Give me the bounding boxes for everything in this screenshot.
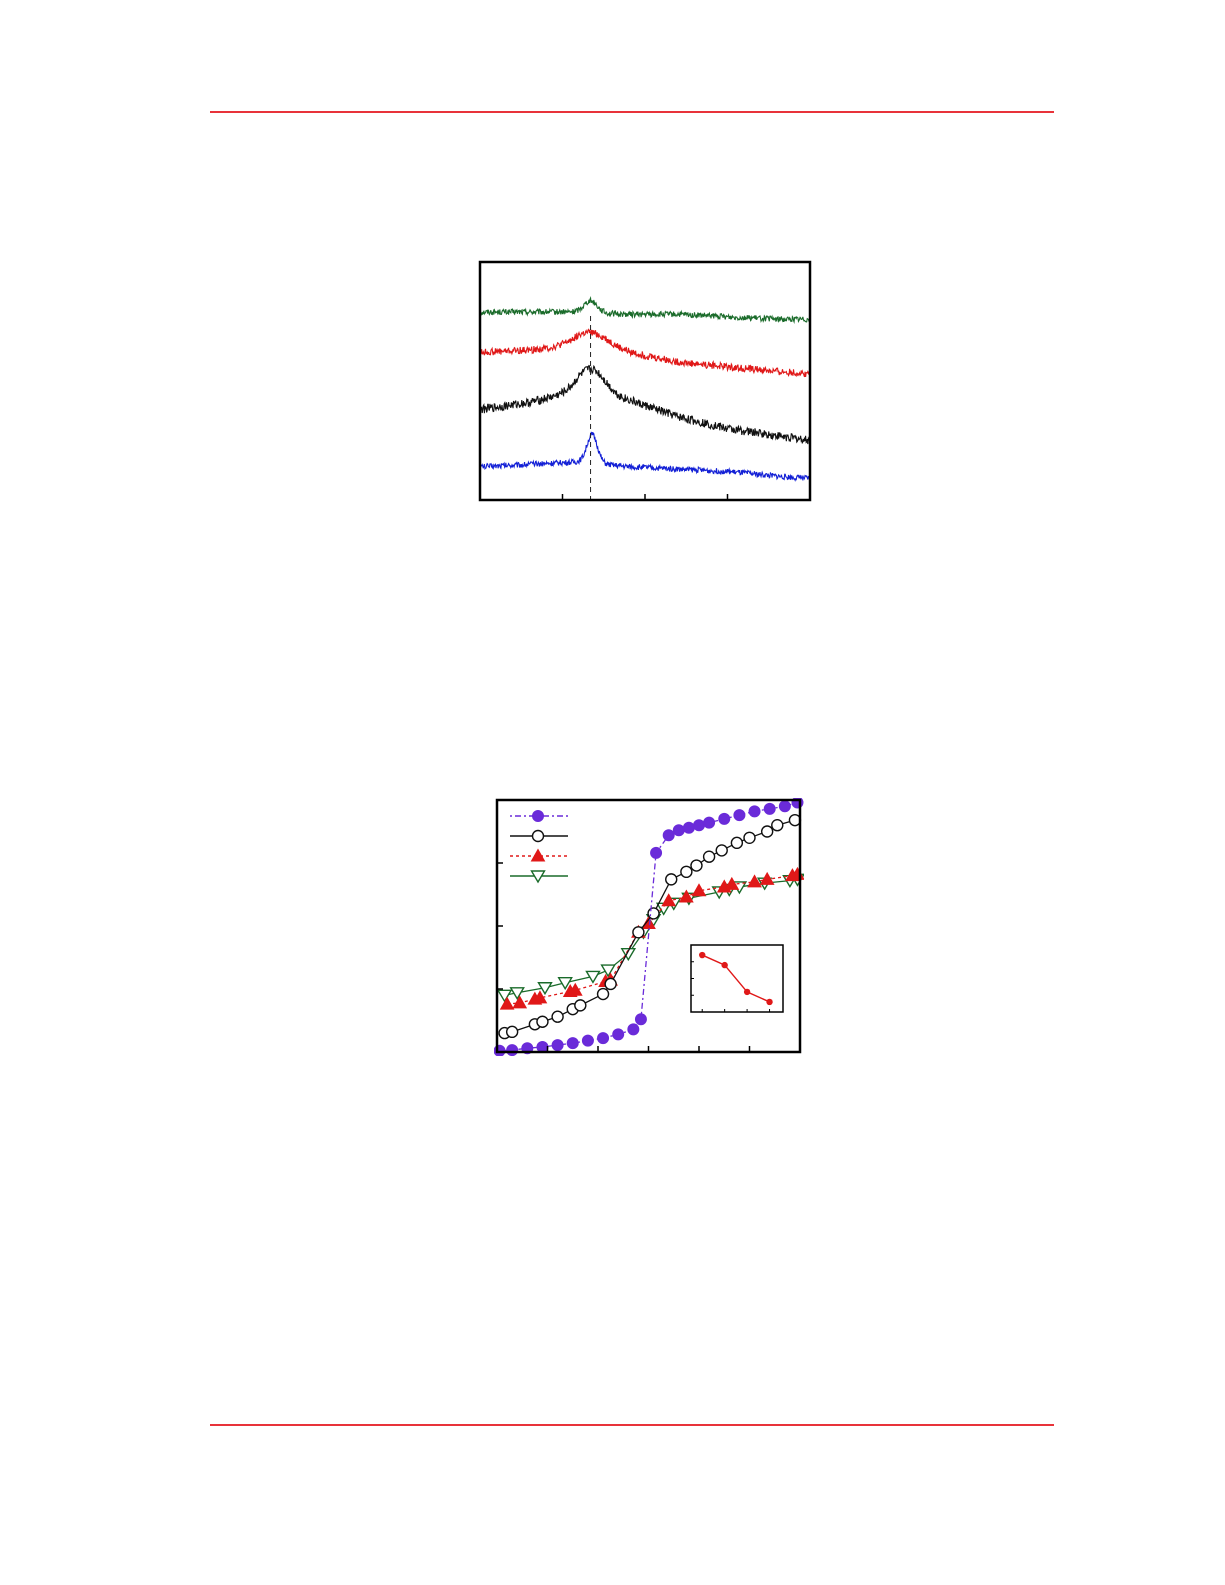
mh-point-0-10	[634, 1013, 647, 1026]
mh-point-0-5	[566, 1037, 579, 1050]
xrd-chart	[478, 260, 812, 502]
mh-point-0-21	[778, 800, 791, 813]
mh-point-0-13	[672, 824, 685, 837]
mh-point-2-0	[499, 996, 515, 1010]
mh-point-1-11	[665, 873, 678, 886]
xrd-series-0	[479, 295, 811, 325]
legend-entry-1	[510, 829, 568, 843]
mh-point-0-18	[733, 809, 746, 822]
mh-point-3-2	[537, 982, 553, 996]
mh-point-3-6	[620, 948, 637, 962]
inset-point-1	[721, 961, 728, 969]
mh-point-1-1	[505, 1025, 519, 1039]
legend-entry-3	[510, 870, 568, 884]
inset-chart	[690, 944, 784, 1013]
mh-point-2-15	[747, 874, 762, 888]
mh-point-0-14	[682, 821, 695, 834]
mh-point-3-4	[585, 970, 601, 984]
mh-point-1-4	[551, 1010, 564, 1023]
mh-point-0-16	[703, 816, 716, 829]
mh-point-1-17	[743, 831, 756, 844]
mh-point-0-9	[627, 1023, 640, 1036]
inset-line	[701, 954, 770, 1003]
mh-point-2-1	[512, 995, 528, 1009]
mh-point-3-0	[496, 989, 513, 1003]
mh-point-2-16	[759, 871, 775, 885]
mh-point-0-12	[662, 829, 675, 842]
mh-point-1-3	[536, 1015, 549, 1028]
mh-point-1-10	[647, 907, 660, 920]
mh-series-1	[498, 813, 802, 1040]
mh-point-0-1	[506, 1044, 519, 1056]
mh-point-1-8	[604, 977, 617, 991]
mh-point-2-12	[691, 883, 707, 897]
xrd-series-3	[479, 431, 811, 482]
mh-point-3-5	[600, 964, 616, 978]
mh-point-0-20	[763, 802, 776, 815]
mh-point-0-8	[612, 1028, 625, 1041]
mh-point-1-15	[715, 844, 728, 857]
inset-point-2	[743, 988, 751, 996]
mh-point-1-7	[596, 987, 610, 1001]
mh-point-2-14	[724, 876, 740, 890]
mh-point-1-14	[702, 850, 716, 863]
legend-entry-2	[510, 848, 568, 862]
mh-point-0-19	[748, 805, 761, 818]
mh-point-0-6	[581, 1034, 594, 1047]
inset-point-3	[766, 998, 773, 1006]
mh-point-2-10	[661, 893, 677, 907]
xrd-series-2	[479, 364, 811, 445]
mh-point-1-9	[632, 926, 645, 939]
mh-point-3-1	[509, 987, 525, 1001]
mh-point-0-17	[718, 812, 731, 825]
footer-rule	[210, 1424, 1054, 1426]
mh-series-0	[494, 798, 804, 1056]
mh-point-1-6	[574, 999, 587, 1012]
mh-point-2-3	[532, 990, 548, 1004]
legend-entry-0	[510, 810, 568, 822]
mh-point-2-5	[567, 982, 583, 996]
header-rule	[210, 111, 1054, 113]
legend-marker-3	[530, 870, 546, 884]
mh-point-0-7	[597, 1032, 610, 1045]
mh-point-0-0	[494, 1044, 506, 1056]
hysteresis-chart	[494, 798, 804, 1056]
inset-point-0	[699, 951, 706, 959]
mh-point-2-11	[679, 889, 694, 903]
xrd-series-1	[479, 328, 811, 378]
mh-point-1-18	[760, 825, 774, 838]
mh-point-1-12	[680, 865, 693, 879]
legend-marker-1	[531, 829, 545, 843]
mh-point-1-16	[730, 836, 744, 850]
mh-point-0-4	[551, 1039, 564, 1052]
mh-point-0-15	[693, 819, 705, 832]
mh-point-1-19	[771, 819, 784, 832]
legend-marker-2	[530, 848, 546, 862]
mh-point-0-11	[650, 846, 663, 859]
legend-marker-0	[532, 810, 544, 822]
mh-point-3-3	[557, 976, 573, 991]
mh-point-1-13	[690, 859, 703, 872]
